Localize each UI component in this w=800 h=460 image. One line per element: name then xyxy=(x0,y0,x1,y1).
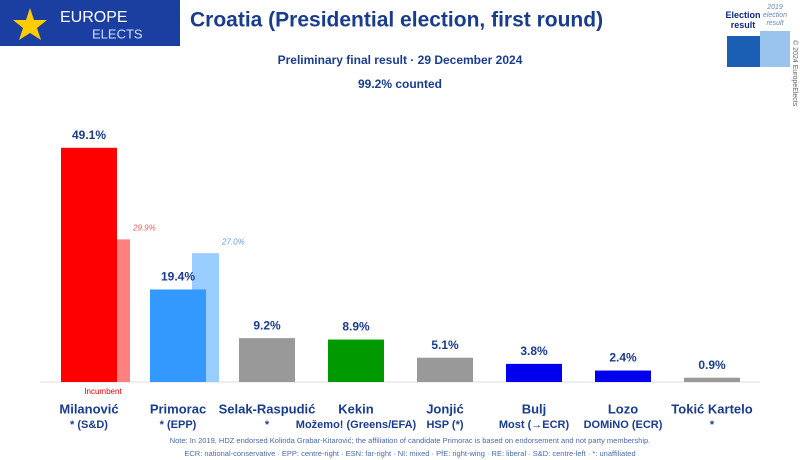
bar xyxy=(328,339,384,382)
legend-entry: Election result xyxy=(725,10,761,30)
note: ECR: national-conservative · EPP: centre… xyxy=(184,449,635,458)
category-label: Milanović xyxy=(59,401,118,416)
value-label: 2.4% xyxy=(609,351,637,365)
category-label: Kekin xyxy=(338,401,373,416)
party-label: HSP (*) xyxy=(426,419,463,431)
party-label: DOMiNO (ECR) xyxy=(584,419,663,431)
party-label: Most (→ECR) xyxy=(499,419,570,431)
party-label: * (EPP) xyxy=(160,419,197,431)
value-label-previous: 29.9% xyxy=(132,223,156,232)
value-label: 0.9% xyxy=(698,358,726,372)
value-label: 3.8% xyxy=(520,344,548,358)
value-label-previous: 27.0% xyxy=(221,237,245,246)
bar xyxy=(61,147,117,382)
bar xyxy=(239,338,295,382)
logo-star xyxy=(13,8,47,40)
value-label: 9.2% xyxy=(253,318,281,332)
category-label: Tokić Kartelo xyxy=(671,401,752,416)
annotation: Incumbent xyxy=(84,387,122,396)
legend-swatch xyxy=(727,36,760,67)
value-label: 5.1% xyxy=(431,338,459,352)
bar xyxy=(595,370,651,382)
category-label: Lozo xyxy=(608,401,638,416)
logo-text: ELECTS xyxy=(92,26,143,41)
bar xyxy=(150,289,206,382)
copyright: © 2024 EuropeElects xyxy=(791,40,799,107)
category-label: Primorac xyxy=(150,401,206,416)
subtitle: Preliminary final result · 29 December 2… xyxy=(278,53,523,67)
party-label: * xyxy=(265,419,270,431)
category-label: Jonjić xyxy=(426,401,464,416)
value-label: 49.1% xyxy=(72,128,106,142)
note: Note: In 2019, HDZ endorsed Kolinda Grab… xyxy=(170,436,651,445)
bar xyxy=(417,357,473,382)
category-label: Selak-Raspudić xyxy=(219,401,316,416)
bar xyxy=(506,363,562,382)
chart-title: Croatia (Presidential election, first ro… xyxy=(190,9,603,32)
value-label: 8.9% xyxy=(342,320,370,334)
legend-swatch xyxy=(760,31,790,67)
party-label: * xyxy=(710,419,715,431)
counted: 99.2% counted xyxy=(358,77,442,91)
legend-entry: 2019 election result xyxy=(762,4,788,27)
category-label: Bulj xyxy=(522,401,547,416)
value-label: 19.4% xyxy=(161,270,195,284)
bar xyxy=(684,377,740,382)
logo-text: EUROPE xyxy=(60,9,128,26)
party-label: * (S&D) xyxy=(70,419,108,431)
party-label: Možemo! (Greens/EFA) xyxy=(296,419,417,431)
